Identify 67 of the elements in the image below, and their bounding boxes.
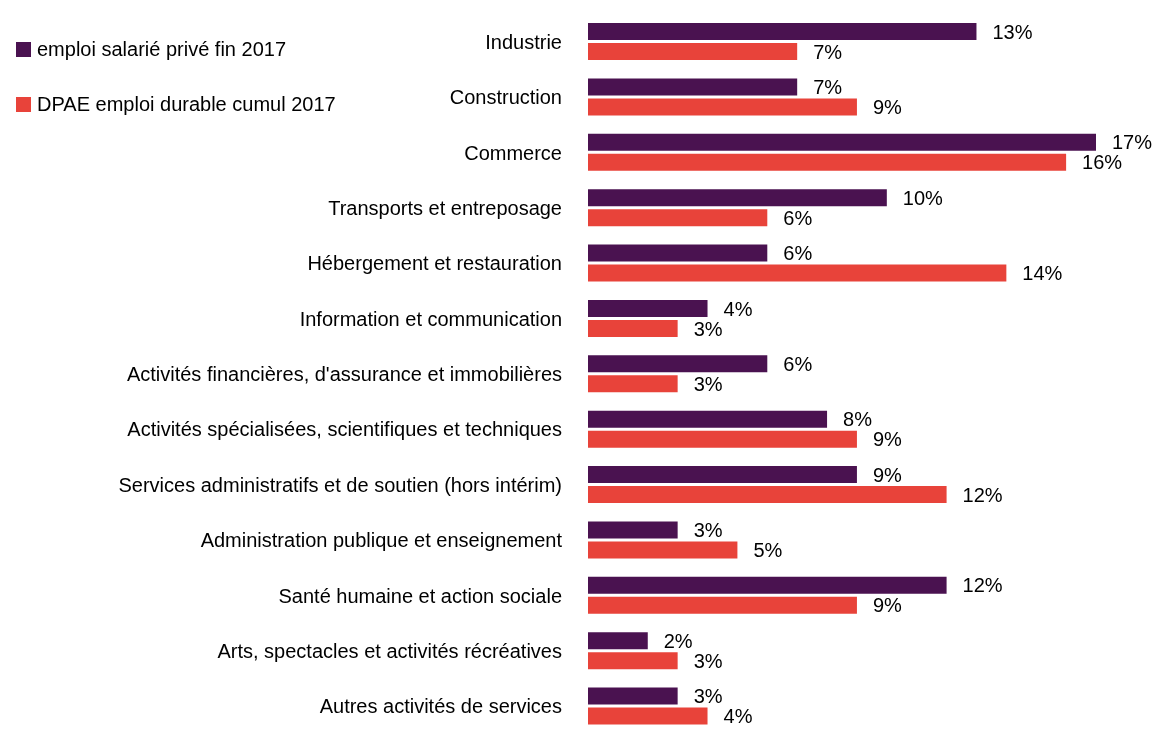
data-label: 10% (902, 186, 944, 209)
bar (588, 133, 1096, 151)
bar (588, 632, 648, 650)
bar (588, 319, 678, 337)
bar (588, 707, 708, 725)
data-label: 7% (813, 40, 843, 63)
data-label: 4% (723, 705, 753, 728)
bar (588, 98, 857, 116)
bar (588, 78, 798, 96)
bar (588, 23, 977, 40)
y-tick-label: Activités spécialisées, scientifiques et techniques (127, 418, 562, 441)
bar (588, 209, 768, 227)
bar (588, 264, 1007, 282)
y-tick-label: Services administratifs et de soutien (hors intérim) (118, 473, 562, 496)
data-label: 4% (723, 297, 753, 320)
bar (588, 355, 768, 373)
y-tick-label: Arts, spectacles et activités récréatives (217, 640, 562, 663)
data-label: 9% (872, 428, 903, 451)
data-label: 8% (843, 408, 873, 431)
bar (588, 687, 678, 705)
bar (588, 299, 708, 317)
data-label: 16% (1082, 151, 1123, 174)
y-tick-label: Hébergement et restauration (307, 252, 562, 275)
data-label: 9% (872, 594, 903, 617)
data-label: 2% (663, 629, 693, 652)
bar (588, 410, 828, 428)
bar (588, 576, 947, 594)
y-tick-label: Transports et entreposage (328, 196, 562, 219)
bar (588, 466, 857, 484)
data-label: 17% (1112, 131, 1153, 154)
data-label: 6% (783, 206, 813, 229)
y-tick-label: Santé humaine et action sociale (278, 584, 562, 607)
bar (588, 43, 798, 60)
data-label: 13% (992, 20, 1033, 43)
data-label: 12% (962, 574, 1003, 597)
data-label: 14% (1022, 262, 1063, 285)
data-label: 3% (693, 685, 723, 708)
y-tick-label: Information et communication (299, 307, 562, 330)
y-tick-label: Commerce (464, 141, 562, 164)
legend-label: emploi salarié privé fin 2017 (37, 38, 287, 61)
data-label: 3% (693, 372, 723, 395)
bar (588, 596, 857, 614)
legend-label: DPAE emploi durable cumul 2017 (37, 93, 336, 116)
y-tick-label: Construction (449, 86, 562, 109)
data-label: 6% (783, 242, 813, 265)
y-tick-label: Industrie (485, 30, 562, 53)
data-label: 6% (783, 352, 813, 375)
bar (588, 541, 738, 559)
bar (588, 486, 947, 504)
bar (588, 375, 678, 393)
bar (588, 430, 857, 448)
data-label: 7% (813, 75, 843, 98)
bar (588, 153, 1067, 171)
data-label: 5% (753, 539, 783, 562)
data-label: 3% (693, 317, 723, 340)
y-tick-label: Autres activités de services (319, 695, 562, 718)
bar (588, 652, 678, 670)
data-label: 3% (693, 519, 723, 542)
data-label: 9% (872, 95, 903, 118)
data-label: 3% (693, 649, 723, 672)
bar (588, 521, 678, 539)
data-label: 12% (962, 483, 1003, 506)
bar (588, 189, 887, 207)
bar (588, 244, 768, 262)
data-label: 9% (872, 463, 903, 486)
y-tick-label: Activités financières, d'assurance et immobilières (126, 363, 562, 386)
y-tick-label: Administration publique et enseignement (200, 529, 563, 552)
